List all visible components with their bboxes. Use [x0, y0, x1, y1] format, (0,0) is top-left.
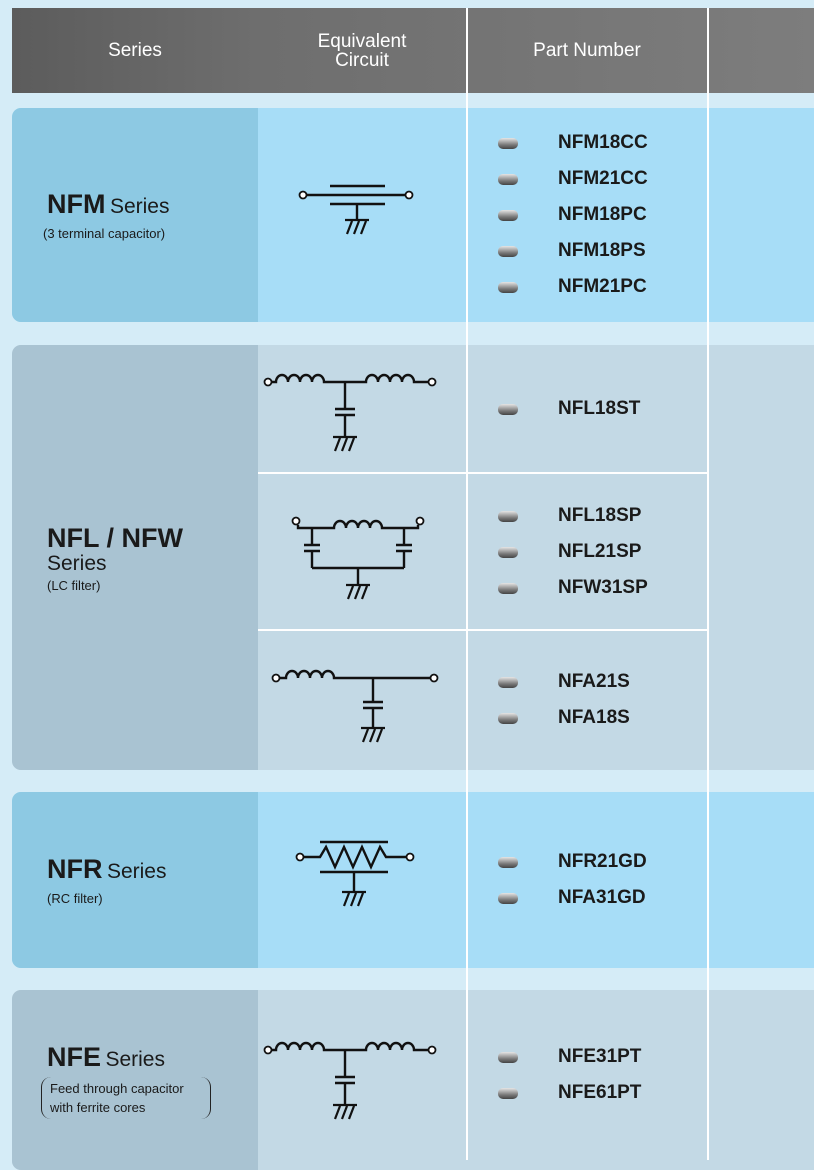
- part-item: NFM21CC: [466, 161, 708, 197]
- group-nfr: NFR Series (RC filter) NFR21GD NFA31GD: [12, 792, 814, 968]
- part-icon: [498, 1052, 518, 1063]
- series-title: NFM Series: [47, 189, 258, 220]
- group-nfe: NFE Series Feed through capacitor with f…: [12, 990, 814, 1170]
- column-divider: [707, 8, 709, 1160]
- circuit-diagram: [263, 1041, 437, 1121]
- series-name: NFE: [47, 1041, 101, 1072]
- series-name: NFR: [47, 854, 103, 884]
- part-item: NFM18CC: [466, 125, 708, 161]
- circuit-diagram: [291, 516, 425, 601]
- part-number: NFM21PC: [558, 276, 647, 297]
- part-number: NFM21CC: [558, 168, 648, 189]
- part-number: NFL18SP: [558, 504, 642, 526]
- series-note: Feed through capacitor with ferrite core…: [41, 1076, 211, 1119]
- part-icon: [498, 138, 518, 149]
- group-nfm: NFM Series (3 terminal capacitor) NFM18C…: [12, 108, 814, 322]
- part-icon: [498, 582, 518, 594]
- part-item: NFR21GD: [466, 844, 708, 880]
- series-name: NFL / NFW: [47, 522, 183, 553]
- part-icon: [498, 677, 518, 688]
- part-item: NFE31PT: [466, 1039, 708, 1075]
- row-divider: [258, 629, 708, 631]
- part-number: NFR21GD: [558, 851, 647, 872]
- series-cell: NFR Series (RC filter): [12, 792, 258, 968]
- part-number: NFE31PT: [558, 1046, 642, 1067]
- part-icon: [498, 546, 518, 558]
- part-icon: [498, 510, 518, 522]
- part-item: NFA18S: [466, 700, 708, 736]
- part-item: NFW31SP: [466, 570, 708, 606]
- part-number: NFA21S: [558, 671, 630, 692]
- part-cell: NFA21S NFA18S: [466, 630, 708, 770]
- part-number: NFM18CC: [558, 132, 648, 153]
- part-cell: NFR21GD NFA31GD: [466, 792, 708, 968]
- series-cell: NFM Series (3 terminal capacitor): [12, 108, 258, 322]
- part-item: NFL21SP: [466, 534, 708, 570]
- part-cell: NFM18CC NFM21CC NFM18PC NFM18PS NFM21PC: [466, 108, 708, 322]
- part-cell: NFL18SP NFL21SP NFW31SP: [466, 473, 708, 630]
- part-icon: [498, 210, 518, 221]
- series-note: (RC filter): [47, 891, 103, 906]
- circuit-diagram: [298, 184, 414, 236]
- series-suffix: Series: [109, 195, 170, 218]
- circuit-diagram: [263, 373, 437, 453]
- part-icon: [498, 174, 518, 185]
- part-item: NFA31GD: [466, 880, 708, 916]
- part-icon: [498, 404, 518, 415]
- series-cell: NFE Series Feed through capacitor with f…: [12, 990, 258, 1170]
- part-number: NFL18ST: [558, 398, 641, 419]
- series-cell: NFL / NFW Series (LC filter): [12, 345, 258, 770]
- part-icon: [498, 246, 518, 257]
- series-title: NFR Series: [47, 854, 258, 885]
- part-item: NFM21PC: [466, 269, 708, 305]
- group-nfl: NFL / NFW Series (LC filter) NFL18ST NFL…: [12, 345, 814, 770]
- part-icon: [498, 857, 518, 868]
- row-divider: [258, 472, 708, 474]
- part-item: NFA21S: [466, 664, 708, 700]
- part-icon: [498, 893, 518, 904]
- series-note: (3 terminal capacitor): [43, 226, 166, 241]
- column-divider: [466, 8, 468, 1160]
- part-icon: [498, 713, 518, 724]
- series-note: (LC filter): [47, 577, 101, 593]
- part-cell: NFL18ST: [466, 345, 708, 473]
- header-series: Series: [108, 40, 162, 61]
- header-circuit: Equivalent Circuit: [317, 30, 407, 71]
- series-suffix: Series: [105, 1047, 165, 1071]
- series-title: NFE Series: [47, 1042, 258, 1073]
- part-number: NFM18PC: [558, 204, 647, 225]
- header: Series Equivalent Circuit Part Number: [12, 8, 814, 93]
- part-number: NFE61PT: [558, 1082, 642, 1103]
- circuit-diagram: [271, 669, 439, 744]
- series-name: NFM: [47, 189, 106, 219]
- part-item: NFM18PC: [466, 197, 708, 233]
- part-item: NFL18SP: [466, 498, 708, 534]
- part-cell: NFE31PT NFE61PT: [466, 990, 708, 1160]
- part-number: NFL21SP: [558, 540, 642, 562]
- header-part-number: Part Number: [533, 40, 641, 61]
- part-item: NFE61PT: [466, 1075, 708, 1111]
- part-item: NFM18PS: [466, 233, 708, 269]
- part-icon: [498, 1088, 518, 1099]
- part-number: NFA18S: [558, 707, 630, 728]
- part-number: NFW31SP: [558, 576, 648, 598]
- series-suffix: Series: [106, 860, 167, 883]
- series-suffix: Series: [47, 551, 107, 575]
- circuit-diagram: [295, 840, 415, 908]
- part-icon: [498, 282, 518, 293]
- part-number: NFM18PS: [558, 240, 646, 261]
- part-item: NFL18ST: [466, 391, 708, 427]
- part-number: NFA31GD: [558, 887, 646, 908]
